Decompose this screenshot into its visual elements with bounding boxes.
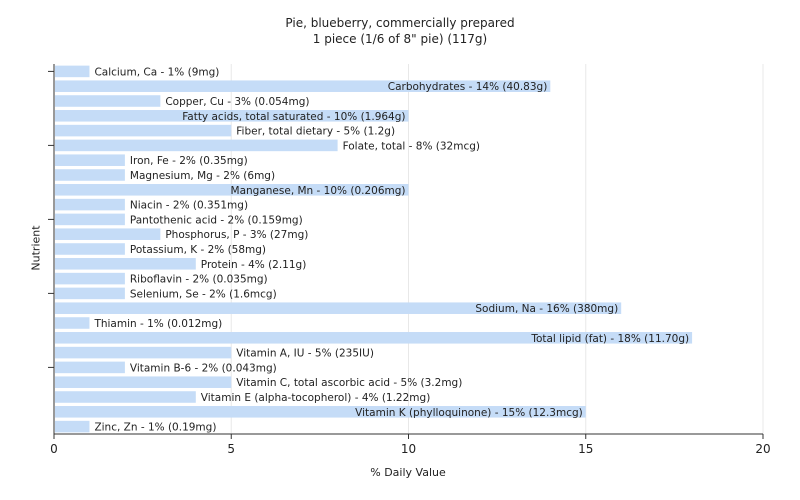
bar-label: Vitamin A, IU - 5% (235IU) <box>236 348 374 360</box>
bar <box>55 332 693 344</box>
bar-label: Iron, Fe - 2% (0.35mg) <box>130 155 248 167</box>
bar-label: Protein - 4% (2.11g) <box>201 259 307 271</box>
bar <box>55 228 161 240</box>
bar-label: Niacin - 2% (0.351mg) <box>130 200 248 212</box>
bar <box>55 420 90 433</box>
x-tick-label: 0 <box>50 442 58 456</box>
bar-label: Carbohydrates - 14% (40.83g) <box>388 81 548 93</box>
bar <box>55 391 196 403</box>
bar <box>55 287 125 300</box>
bar <box>55 139 338 152</box>
chart-title: Pie, blueberry, commercially prepared <box>285 16 515 30</box>
bar <box>55 406 586 418</box>
bar <box>55 213 125 226</box>
bar-label: Total lipid (fat) - 18% (11.70g) <box>530 333 689 345</box>
bar <box>55 346 232 359</box>
x-tick-label: 20 <box>755 442 770 456</box>
bar-label: Folate, total - 8% (32mcg) <box>343 140 480 152</box>
bar-label: Copper, Cu - 3% (0.054mg) <box>165 96 309 108</box>
bar-label: Magnesium, Mg - 2% (6mg) <box>130 170 275 182</box>
bar <box>55 110 409 122</box>
bar <box>55 243 125 255</box>
bar <box>55 184 409 196</box>
x-axis-label: % Daily Value <box>370 466 446 479</box>
bar-label: Vitamin B-6 - 2% (0.043mg) <box>130 362 277 374</box>
bar <box>55 95 161 107</box>
bar <box>55 80 551 92</box>
bar <box>55 361 125 374</box>
bar <box>55 302 622 314</box>
bar <box>55 258 196 270</box>
bar-label: Fatty acids, total saturated - 10% (1.96… <box>182 111 405 123</box>
bar-label: Vitamin C, total ascorbic acid - 5% (3.2… <box>236 377 462 389</box>
x-tick-label: 15 <box>578 442 593 456</box>
bar <box>55 65 90 78</box>
bar-label: Thiamin - 1% (0.012mg) <box>93 318 222 330</box>
bar <box>55 198 125 211</box>
bar <box>55 272 125 285</box>
bar-label: Zinc, Zn - 1% (0.19mg) <box>94 422 216 434</box>
bar-label: Pantothenic acid - 2% (0.159mg) <box>130 214 303 226</box>
bar-label: Fiber, total dietary - 5% (1.2g) <box>236 126 395 138</box>
bar-label: Manganese, Mn - 10% (0.206mg) <box>231 185 406 197</box>
bar <box>55 169 125 181</box>
chart-subtitle: 1 piece (1/6 of 8" pie) (117g) <box>312 32 488 46</box>
bar-label: Calcium, Ca - 1% (9mg) <box>94 66 219 78</box>
bar-label: Phosphorus, P - 3% (27mg) <box>165 229 308 241</box>
bar <box>55 376 232 388</box>
bar-label: Selenium, Se - 2% (1.6mcg) <box>130 288 277 300</box>
x-tick-label: 10 <box>401 442 416 456</box>
bar <box>55 124 232 137</box>
bar <box>55 317 90 329</box>
bar-label: Vitamin K (phylloquinone) - 15% (12.3mcg… <box>355 407 583 419</box>
bar-label: Potassium, K - 2% (58mg) <box>130 244 266 256</box>
x-tick-label: 5 <box>227 442 235 456</box>
bar-label: Riboflavin - 2% (0.035mg) <box>130 274 268 286</box>
bar-label: Sodium, Na - 16% (380mg) <box>475 303 618 315</box>
y-axis-label: Nutrient <box>29 225 43 271</box>
bar <box>55 154 125 166</box>
bar-label: Vitamin E (alpha-tocopherol) - 4% (1.22m… <box>201 392 430 404</box>
